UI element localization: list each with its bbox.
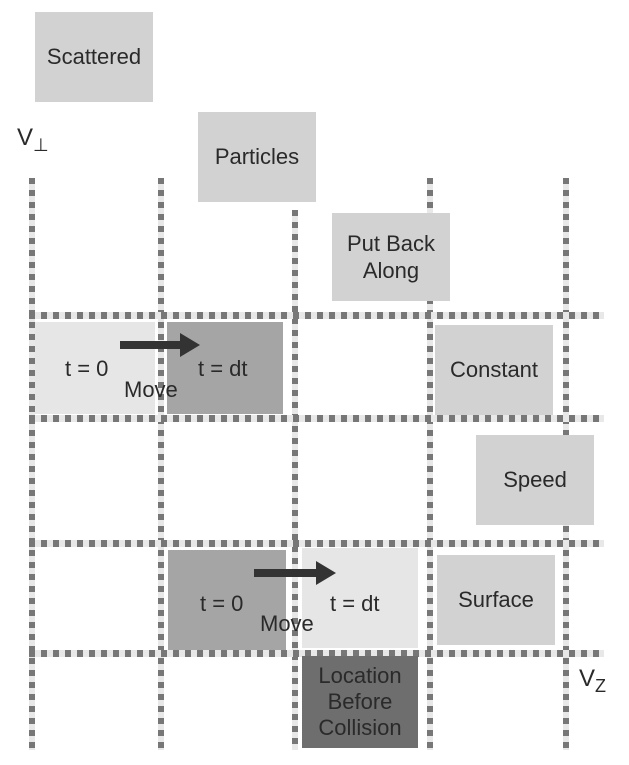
scattered-box: Scattered	[35, 12, 153, 102]
lower-tdt-label: t = dt	[330, 591, 380, 616]
constant-label: Constant	[449, 357, 539, 383]
put-back-label: Put Back	[346, 230, 436, 256]
upper-move-label: Move	[124, 377, 178, 402]
grid-line-horizontal-3	[29, 540, 604, 547]
grid-line-horizontal-1	[29, 312, 604, 319]
along-label: Along	[362, 258, 420, 283]
v-perp-axis-label: V⊥	[17, 124, 49, 156]
before-label: Before	[327, 689, 393, 715]
grid-line-vertical-4	[427, 178, 433, 750]
lower-move-arrow	[254, 561, 336, 585]
v-perp-subscript: ⊥	[33, 134, 49, 155]
lower-move-label: Move	[260, 611, 314, 636]
upper-tdt-label: t = dt	[198, 356, 248, 381]
grid-line-horizontal-4	[29, 650, 604, 657]
surface-box: Surface	[437, 555, 555, 645]
collision-label: Collision	[318, 714, 402, 740]
upper-move-arrow	[120, 333, 200, 357]
grid-line-vertical-1	[29, 178, 35, 750]
particles-box: Particles	[198, 112, 316, 202]
v-z-subscript: Z	[595, 675, 607, 696]
scattered-label: Scattered	[46, 44, 142, 70]
constant-box: Constant	[435, 325, 553, 415]
grid-line-vertical-3	[292, 210, 298, 750]
speed-box: Speed	[476, 435, 594, 525]
v-z-axis-label: VZ	[579, 665, 606, 697]
put-back-along-box: Put Back Along	[332, 213, 450, 301]
surface-label: Surface	[458, 587, 534, 613]
particles-label: Particles	[214, 144, 300, 170]
speed-label: Speed	[503, 467, 567, 493]
v-perp-main: V	[17, 124, 34, 151]
grid-line-horizontal-2	[29, 415, 604, 422]
location-before-collision-box: Location Before Collision	[302, 656, 418, 748]
upper-t0-cell	[35, 322, 155, 414]
lower-t0-label: t = 0	[200, 591, 244, 616]
v-z-main: V	[579, 665, 596, 692]
location-label: Location	[318, 663, 402, 689]
grid-line-vertical-2	[158, 178, 164, 750]
lower-t0-cell	[168, 550, 286, 650]
upper-t0-label: t = 0	[65, 356, 109, 381]
